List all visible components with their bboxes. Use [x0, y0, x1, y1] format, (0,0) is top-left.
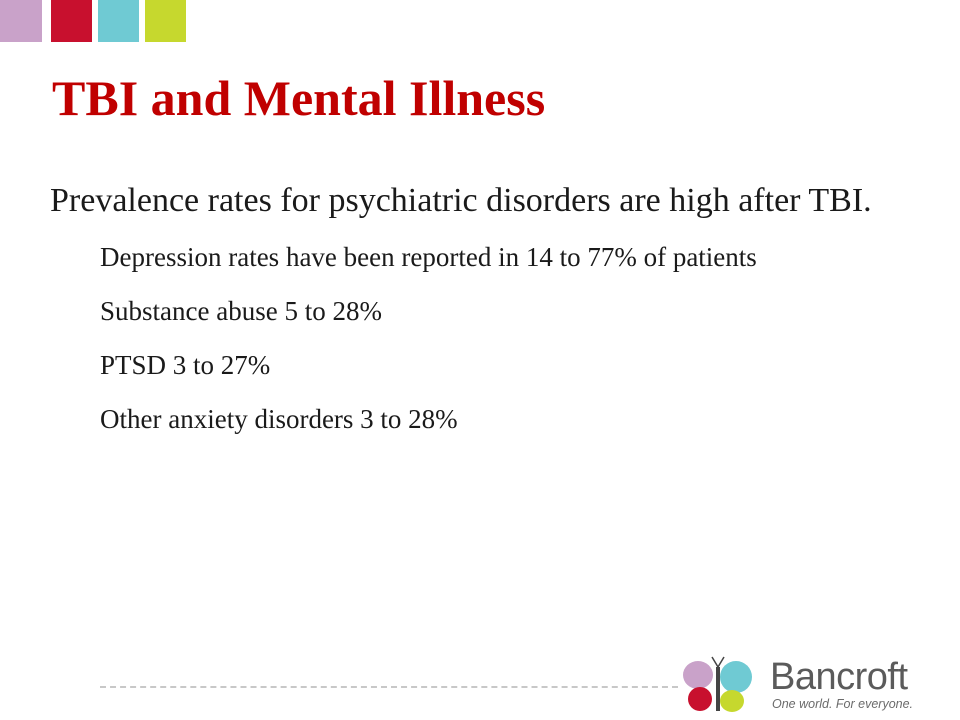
bullet-substance-abuse: Substance abuse 5 to 28%: [100, 296, 382, 326]
bullet-prevalence: Prevalence rates for psychiatric disorde…: [50, 182, 872, 219]
logo-name: Bancroft: [770, 656, 908, 698]
bullet-anxiety: Other anxiety disorders 3 to 28%: [100, 404, 458, 434]
color-tab-lavender: [0, 0, 42, 42]
color-tab-red: [51, 0, 92, 42]
color-tab-teal: [98, 0, 139, 42]
footer-divider: [100, 686, 678, 688]
slide-title: TBI and Mental Illness: [52, 70, 546, 126]
bullet-depression: Depression rates have been reported in 1…: [100, 242, 757, 272]
bancroft-logo: Bancroft One world. For everyone.: [680, 655, 920, 715]
butterfly-icon: [683, 656, 752, 712]
bullet-list: Prevalence rates for psychiatric disorde…: [50, 178, 900, 453]
color-tab-lime: [145, 0, 186, 42]
logo-tagline: One world. For everyone.: [772, 697, 914, 711]
bullet-ptsd: PTSD 3 to 27%: [100, 350, 271, 380]
